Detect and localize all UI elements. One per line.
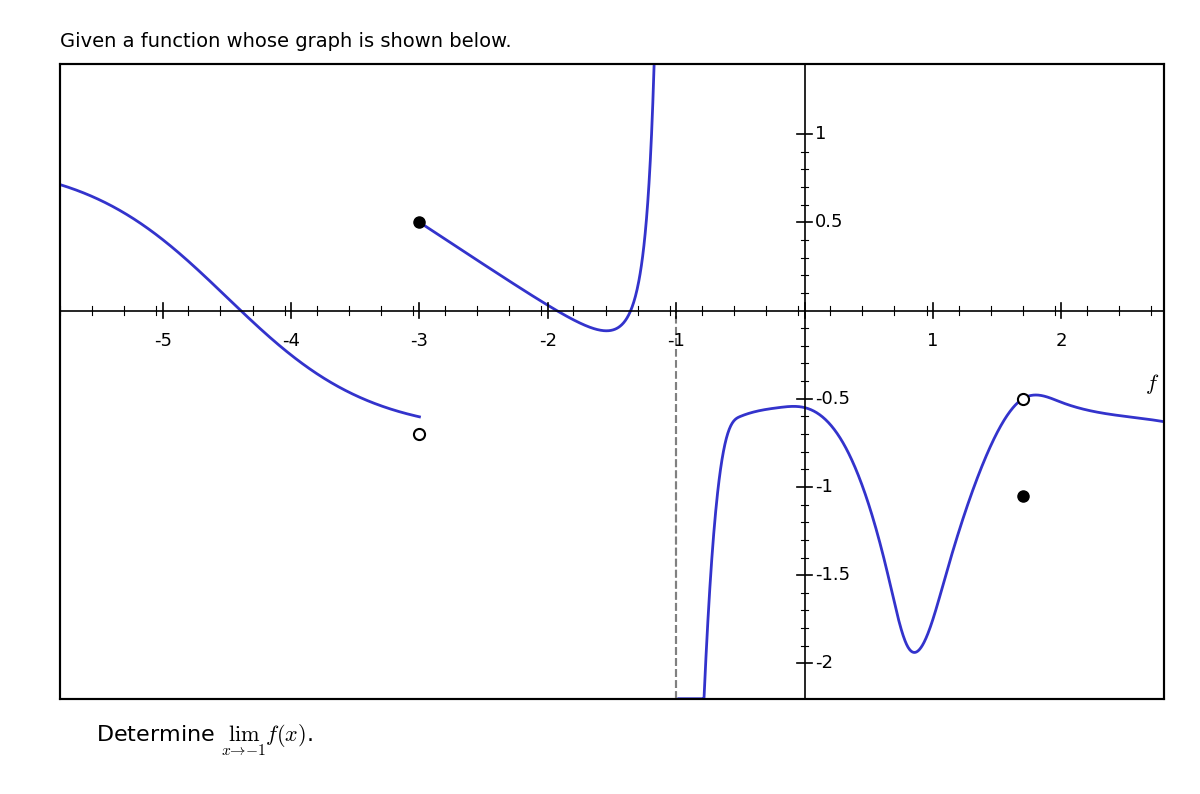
- Text: $f$: $f$: [1145, 372, 1159, 396]
- Text: 2: 2: [1056, 332, 1067, 349]
- Text: -4: -4: [282, 332, 300, 349]
- Text: Determine $\lim_{x \to -1} f(x)$.: Determine $\lim_{x \to -1} f(x)$.: [96, 723, 313, 758]
- Text: -1.5: -1.5: [815, 566, 850, 584]
- Text: -1: -1: [667, 332, 685, 349]
- Text: 0.5: 0.5: [815, 214, 844, 231]
- Text: -3: -3: [410, 332, 428, 349]
- Text: Given a function whose graph is shown below.: Given a function whose graph is shown be…: [60, 32, 511, 51]
- Text: 1: 1: [815, 125, 827, 143]
- Text: 1: 1: [928, 332, 938, 349]
- Text: -2: -2: [539, 332, 557, 349]
- Text: -0.5: -0.5: [815, 390, 850, 408]
- Text: -1: -1: [815, 478, 833, 496]
- Text: -5: -5: [154, 332, 172, 349]
- Text: -2: -2: [815, 654, 833, 673]
